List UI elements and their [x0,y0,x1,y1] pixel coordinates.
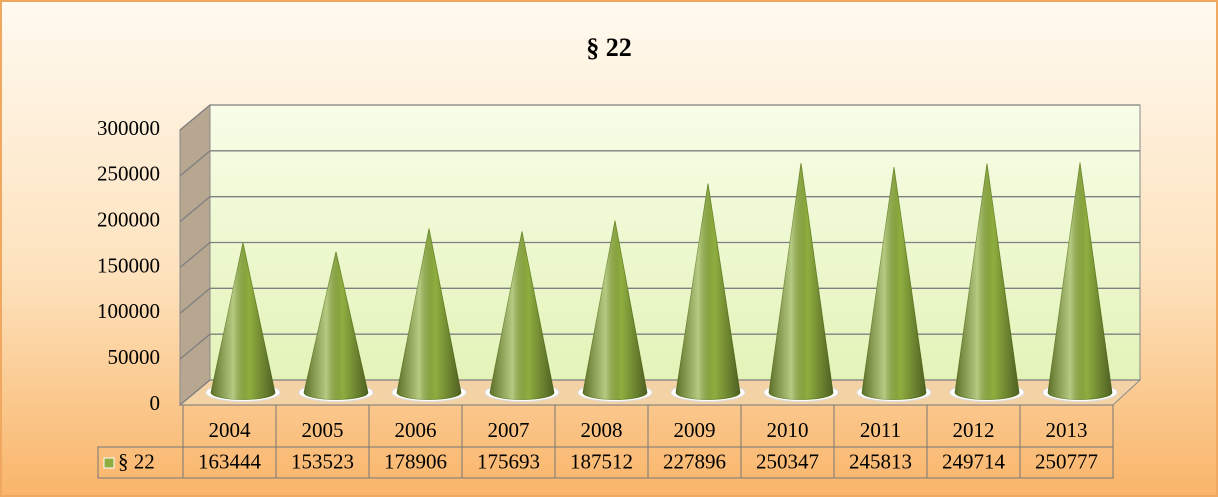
legend-key [103,457,115,469]
cone-shade [304,251,368,400]
y-tick-label: 200000 [97,207,160,231]
cone-shade [769,163,833,400]
x-tick-label: 2011 [860,418,901,442]
x-tick-label: 2008 [581,418,623,442]
grid-line [179,150,211,177]
cone-shade [490,231,554,400]
grid-line [179,196,211,223]
table-value: 245813 [849,449,912,473]
table-value: 250777 [1035,449,1098,473]
x-tick-label: 2009 [674,418,716,442]
y-tick-label: 300000 [97,116,160,140]
x-tick-label: 2007 [488,418,530,442]
table-value: 249714 [942,449,1006,473]
data-table: § 22 163444 153523 178906 175693 187512 227896… [97,404,1114,479]
table-cell [1019,404,1114,448]
grid-line [179,287,211,314]
cone-shade [211,242,275,400]
table-value: 178906 [384,449,447,473]
grid-line [179,242,211,268]
table-value: 187512 [570,449,633,473]
chart-title: § 22 [586,33,632,62]
table-value: 163444 [198,449,262,473]
y-tick-label: 50000 [108,345,161,369]
x-tick-label: 2006 [395,418,437,442]
x-tick-label: 2004 [209,418,252,442]
grid-line [179,333,211,360]
table-value: 250347 [756,449,819,473]
table-value: 175693 [477,449,540,473]
y-tick-label: 100000 [97,299,160,323]
grid-line [179,379,211,406]
table-value: 153523 [291,449,354,473]
cone-shade [1048,162,1112,400]
grid-line [179,104,211,131]
x-tick-label: 2012 [953,418,995,442]
y-tick-label: 0 [150,391,161,415]
table-value: 227896 [663,449,726,473]
cone-shade [862,167,926,400]
cone-shade [583,220,647,400]
cone-shade [676,183,740,400]
cone-shade [955,163,1019,400]
x-tick-label: 2005 [302,418,344,442]
legend-label: § 22 [118,449,155,473]
y-tick-label: 150000 [97,253,160,277]
x-tick-label: 2013 [1046,418,1088,442]
cone-shade [397,228,461,400]
x-tick-label: 2010 [767,418,809,442]
y-tick-label: 250000 [97,162,160,186]
